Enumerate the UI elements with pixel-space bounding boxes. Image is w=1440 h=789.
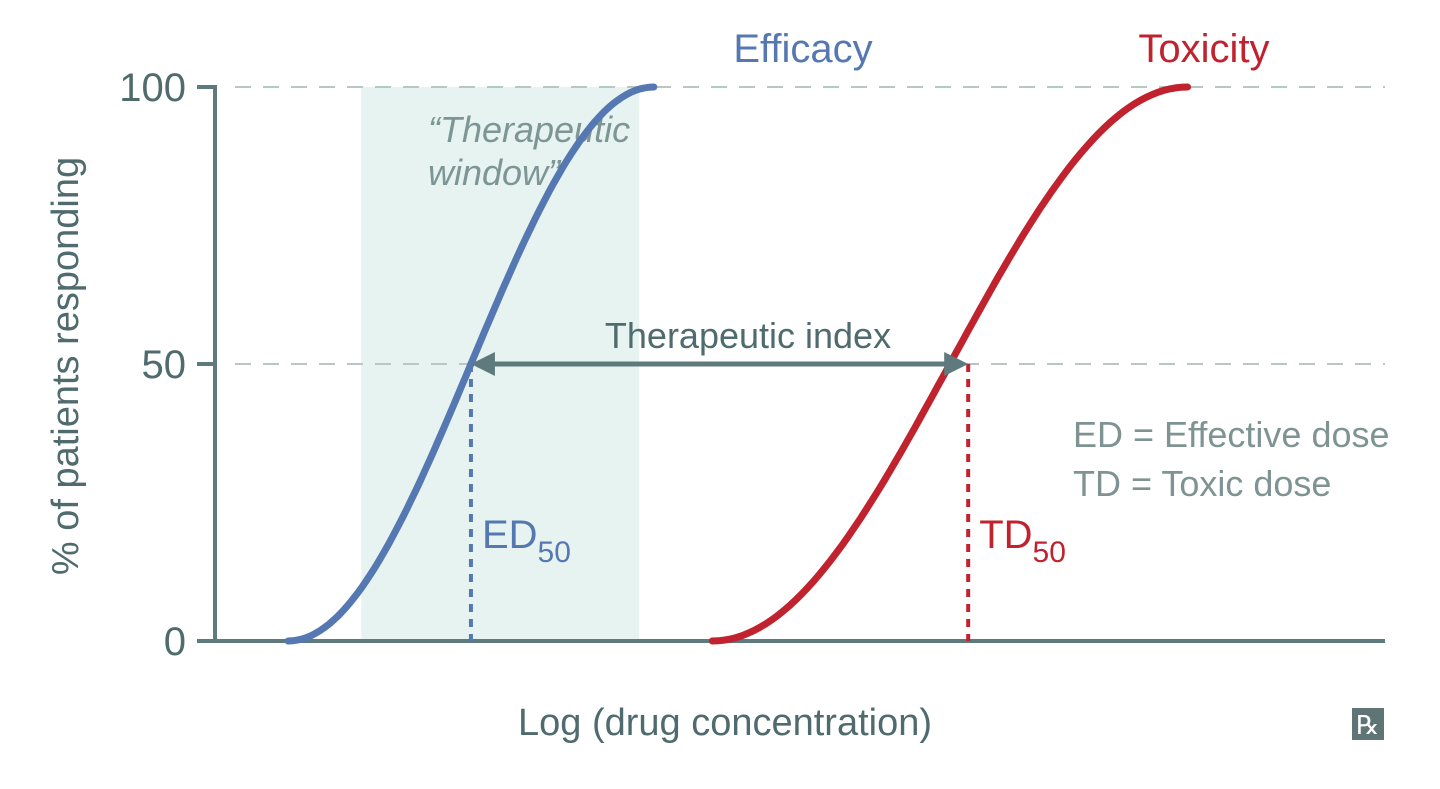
index-arrow-head-left [470, 352, 495, 376]
legend-note-ed: ED = Effective dose [1073, 414, 1390, 455]
series-label-toxicity: Toxicity [1138, 27, 1269, 71]
series-line-efficacy [284, 83, 658, 645]
y-tick-label-100: 100 [119, 66, 186, 110]
svg-text:℞: ℞ [1356, 711, 1379, 740]
x-axis-title: Log (drug concentration) [518, 702, 932, 744]
window-label-line2: window” [428, 152, 562, 193]
index-arrow-head-right [944, 352, 969, 376]
therapeutic-index-arrow [470, 352, 969, 376]
index-label: Therapeutic index [605, 315, 891, 356]
marker-label-ed: ED50 [482, 513, 571, 569]
dose-markers: ED50 TD50 [468, 364, 1066, 641]
marker-label-td: TD50 [979, 513, 1066, 569]
y-tick-label-50: 50 [142, 343, 187, 387]
series-label-efficacy: Efficacy [733, 27, 872, 71]
legend-note-td: TD = Toxic dose [1073, 463, 1331, 504]
y-ticks: 0 50 100 [119, 66, 215, 664]
y-axis-title: % of patients responding [45, 157, 87, 575]
y-tick-label-0: 0 [164, 620, 186, 664]
rx-icon: ℞ [1352, 708, 1384, 740]
